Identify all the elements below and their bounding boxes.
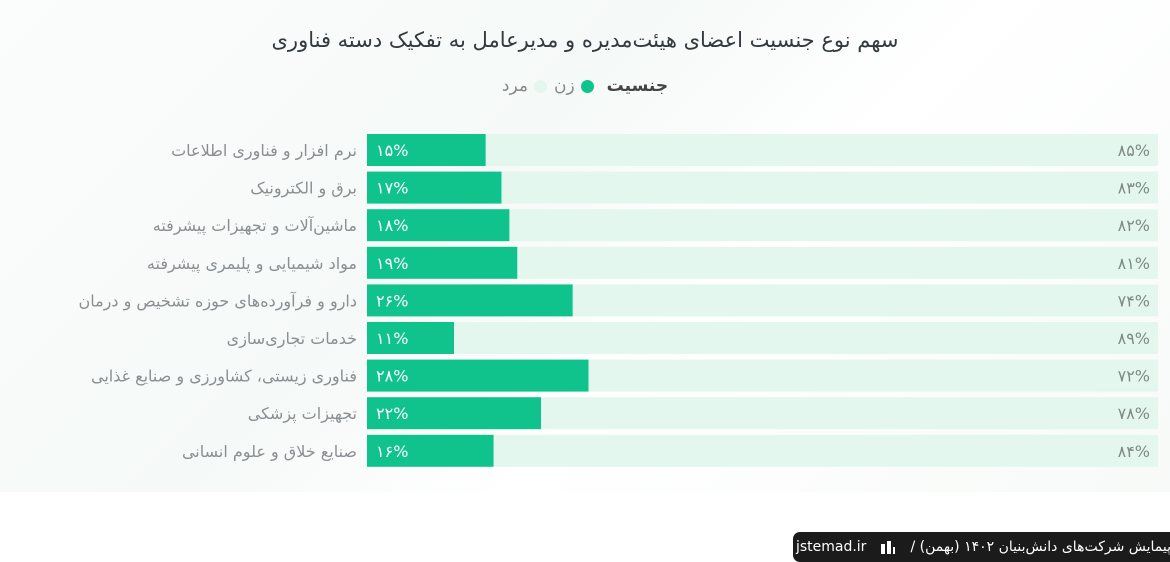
data-label-women-8: ۱۶% — [376, 442, 408, 461]
chart-title: سهم نوع جنسیت اعضای هیئت‌مدیره و مدیرعام… — [271, 28, 899, 52]
data-label-women-0: ۱۵% — [376, 141, 408, 160]
bar-women-0 — [367, 134, 486, 166]
data-label-men-5: ۸۹% — [1118, 329, 1150, 348]
data-label-women-4: ۲۶% — [376, 291, 408, 310]
category-label-7: تجهیزات پزشکی — [248, 404, 357, 424]
bar-women-7 — [367, 397, 542, 430]
bar-men-4 — [572, 284, 1158, 317]
bar-chart: نرم افزار و فناوری اطلاعات ۱۵% ۸۵% برق و ال… — [78, 134, 1159, 467]
bar-men-1 — [501, 171, 1159, 204]
data-label-men-2: ۸۲% — [1118, 216, 1150, 235]
source-footer: پیمایش شرکت‌های دانش‌بنیان ۱۴۰۲ (بهمن) /… — [793, 532, 1170, 562]
category-label-6: فناوری زیستی، کشاورزی و صنایع غذایی — [91, 367, 357, 387]
category-label-0: نرم افزار و فناوری اطلاعات — [171, 141, 357, 161]
bar-men-7 — [541, 397, 1158, 430]
data-label-men-0: ۸۵% — [1118, 141, 1150, 160]
category-label-4: دارو و فرآورده‌های حوزه تشخیص و درمان — [78, 291, 357, 311]
data-label-women-6: ۲۸% — [376, 367, 408, 386]
site-logo-icon — [880, 539, 896, 555]
bar-women-1 — [367, 171, 502, 204]
bar-women-6 — [367, 359, 589, 392]
legend-label-women: زن — [553, 76, 575, 96]
data-label-women-2: ۱۸% — [376, 216, 408, 235]
bar-women-8 — [367, 434, 494, 467]
category-label-1: برق و الکترونیک — [250, 179, 357, 199]
bar-men-3 — [517, 246, 1158, 279]
legend-swatch-men — [533, 79, 547, 93]
bar-women-2 — [367, 209, 510, 242]
legend: جنسیت زن مرد — [0, 76, 1170, 96]
category-label-8: صنایع خلاق و علوم انسانی — [182, 442, 357, 462]
footer-text: پیمایش شرکت‌های دانش‌بنیان ۱۴۰۲ (بهمن) / — [910, 539, 1170, 555]
bar-women-5 — [367, 322, 455, 354]
data-label-men-3: ۸۱% — [1118, 254, 1150, 273]
bar-women-4 — [367, 284, 573, 317]
data-label-women-7: ۲۲% — [376, 404, 408, 423]
data-label-women-1: ۱۷% — [376, 179, 408, 198]
bar-men-0 — [485, 134, 1158, 166]
category-label-2: ماشین‌آلات و تجهیزات پیشرفته — [153, 216, 357, 236]
category-label-5: خدمات تجاری‌سازی — [227, 329, 357, 349]
data-label-men-4: ۷۴% — [1118, 291, 1150, 310]
legend-title: جنسیت — [606, 76, 669, 96]
bar-men-6 — [588, 359, 1158, 392]
category-label-3: مواد شیمیایی و پلیمری پیشرفته — [147, 254, 357, 274]
footer-site: jstemad.ir — [795, 539, 867, 555]
data-label-men-7: ۷۸% — [1118, 404, 1150, 423]
legend-item-men[interactable]: مرد — [502, 76, 550, 96]
data-label-men-6: ۷۲% — [1118, 367, 1150, 386]
legend-item-women[interactable]: زن — [554, 76, 597, 96]
bar-men-8 — [493, 434, 1158, 467]
bar-women-3 — [367, 246, 518, 279]
bar-men-2 — [509, 209, 1158, 242]
bar-men-5 — [454, 322, 1158, 354]
legend-label-men: مرد — [501, 76, 528, 96]
data-label-men-8: ۸۴% — [1118, 442, 1150, 461]
legend-swatch-women — [580, 79, 594, 93]
data-label-women-5: ۱۱% — [376, 329, 408, 348]
data-label-women-3: ۱۹% — [376, 254, 408, 273]
data-label-men-1: ۸۳% — [1118, 179, 1150, 198]
